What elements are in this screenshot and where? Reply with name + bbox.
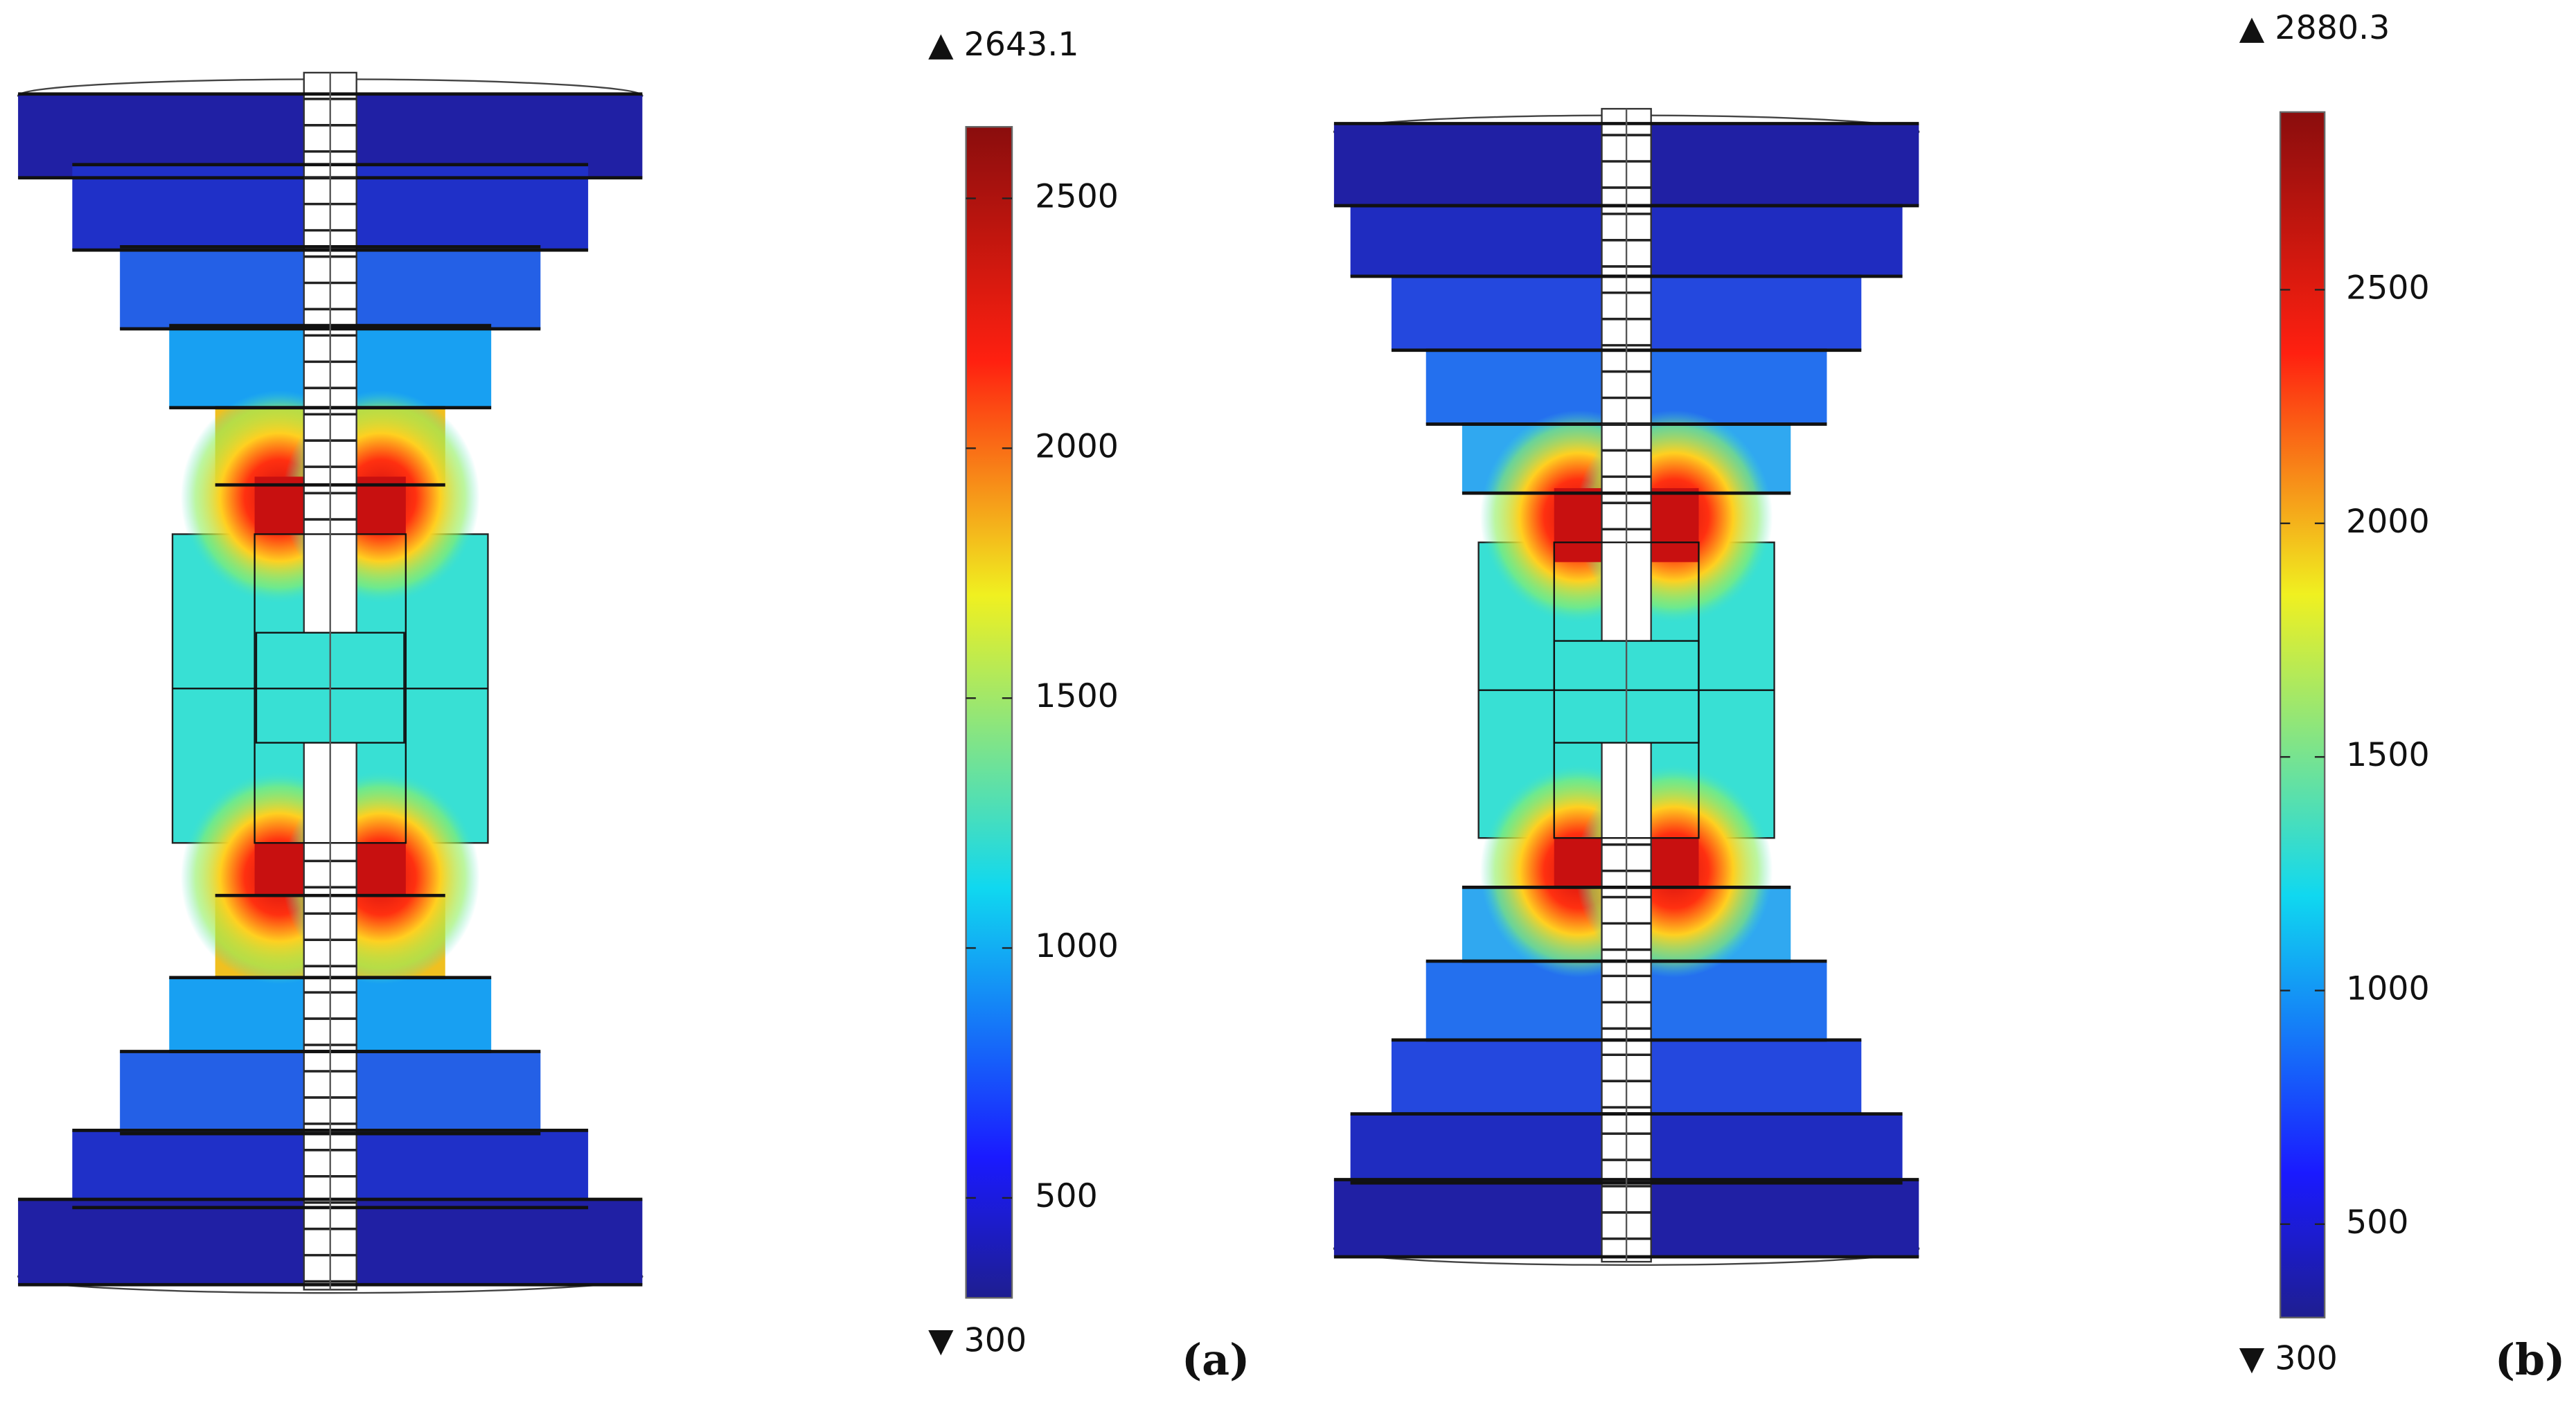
colorbar bbox=[2279, 111, 2326, 1318]
hot-column bbox=[1649, 487, 1699, 562]
hot-column bbox=[356, 843, 406, 896]
tick-label: 2500 bbox=[2346, 269, 2430, 307]
tick-label: 500 bbox=[2346, 1203, 2409, 1242]
tick-label: 1000 bbox=[2346, 969, 2430, 1008]
hot-column bbox=[1649, 838, 1699, 888]
colorbar-min-label: ▼ 300 bbox=[2239, 1339, 2338, 1377]
tick-label: 2500 bbox=[1035, 177, 1119, 215]
tick-label: 500 bbox=[1035, 1177, 1098, 1215]
tick-label: 1500 bbox=[1035, 677, 1119, 715]
colorbar-max-label: ▲ 2643.1 bbox=[928, 26, 1078, 64]
tick-label: 1000 bbox=[1035, 927, 1119, 965]
colorbar bbox=[965, 125, 1013, 1299]
tick-label: 2000 bbox=[1035, 427, 1119, 465]
colorbar-max-label: ▲ 2880.3 bbox=[2239, 9, 2390, 47]
panel-label: (b) bbox=[2495, 1334, 2565, 1385]
hot-column bbox=[1554, 487, 1604, 562]
hot-column bbox=[254, 843, 304, 896]
panel-label: (a) bbox=[1182, 1334, 1250, 1385]
device-drawing bbox=[1333, 107, 1920, 1267]
hot-column bbox=[1554, 838, 1604, 888]
tick-label: 2000 bbox=[2346, 503, 2430, 541]
device-drawing bbox=[17, 71, 643, 1294]
tick-label: 1500 bbox=[2346, 736, 2430, 774]
colorbar-min-label: ▼ 300 bbox=[928, 1321, 1027, 1359]
